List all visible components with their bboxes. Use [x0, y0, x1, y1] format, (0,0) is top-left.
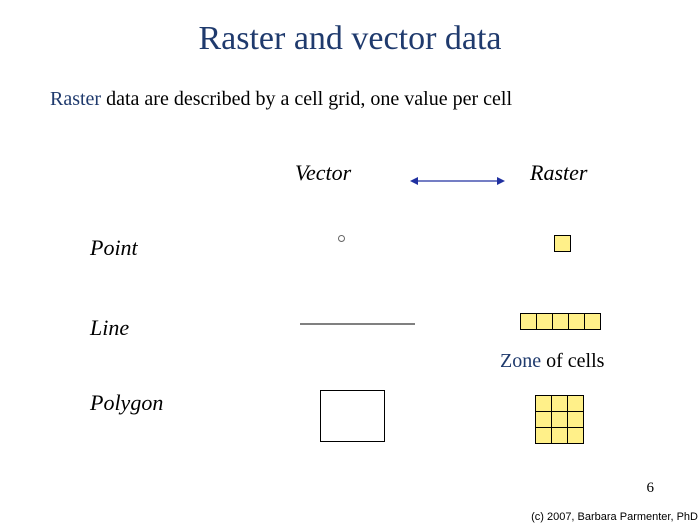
raster-cell	[567, 395, 584, 412]
polygon-label: Polygon	[90, 390, 163, 416]
line-label: Line	[90, 315, 129, 341]
raster-cell	[551, 395, 568, 412]
page-number: 6	[647, 480, 655, 497]
zone-prefix: Zone	[500, 350, 541, 372]
copyright: (c) 2007, Barbara Parmenter, PhD	[531, 511, 698, 523]
raster-cell	[520, 313, 537, 330]
subtitle-prefix: Raster	[50, 88, 101, 110]
vector-point-icon	[338, 235, 345, 242]
vector-line-icon	[300, 323, 415, 325]
raster-cell	[536, 313, 553, 330]
raster-line-cells	[521, 313, 601, 330]
raster-cell	[551, 427, 568, 444]
raster-cell	[552, 313, 569, 330]
raster-polygon-grid	[536, 395, 584, 444]
header-vector-label: Vector	[295, 160, 351, 186]
raster-cell	[535, 395, 552, 412]
point-label: Point	[90, 235, 138, 261]
raster-point-cell	[554, 235, 571, 252]
zone-rest: of cells	[541, 350, 604, 372]
subtitle-rest: data are described by a cell grid, one v…	[101, 88, 512, 110]
raster-cell	[551, 411, 568, 428]
raster-cell	[584, 313, 601, 330]
subtitle: Raster data are described by a cell grid…	[0, 58, 700, 111]
raster-cell	[535, 427, 552, 444]
vector-polygon-icon	[320, 390, 385, 442]
zone-label: Zone of cells	[500, 350, 604, 373]
raster-cell	[567, 427, 584, 444]
double-arrow-icon	[410, 173, 505, 191]
header-raster-label: Raster	[530, 160, 587, 186]
raster-cell	[567, 411, 584, 428]
raster-cell	[535, 411, 552, 428]
page-title: Raster and vector data	[0, 0, 700, 58]
raster-cell	[568, 313, 585, 330]
